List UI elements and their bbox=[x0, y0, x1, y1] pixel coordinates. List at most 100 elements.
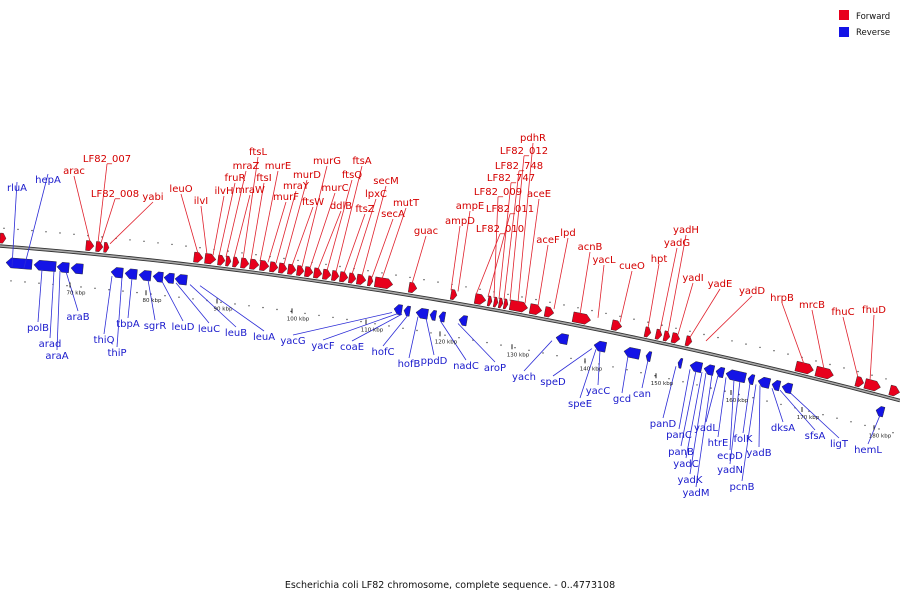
forward-gene-block bbox=[269, 261, 279, 273]
guide-dot bbox=[346, 318, 348, 321]
guide-dot bbox=[577, 307, 579, 309]
guide-dot bbox=[297, 259, 299, 262]
guide-dot bbox=[864, 424, 866, 427]
forward-gene-label: fhuC bbox=[831, 307, 854, 318]
forward-gene-label: yabi bbox=[142, 192, 163, 203]
guide-dot bbox=[192, 298, 194, 300]
guide-dot bbox=[220, 301, 222, 303]
reverse-leader-line bbox=[127, 278, 133, 319]
reverse-gene-label: hofB bbox=[398, 359, 421, 370]
forward-gene-label: ftsA bbox=[352, 156, 371, 167]
guide-dot bbox=[234, 303, 236, 305]
guide-dot bbox=[325, 263, 327, 266]
reverse-leader-line bbox=[292, 312, 393, 336]
reverse-leader-line bbox=[189, 284, 237, 328]
reverse-gene-label: ligT bbox=[830, 439, 849, 450]
guide-dot bbox=[703, 333, 705, 336]
reverse-gene-label: arad bbox=[39, 339, 62, 350]
guide-dot bbox=[780, 403, 782, 406]
reverse-leader-line bbox=[552, 348, 593, 377]
forward-leader-line bbox=[869, 314, 875, 381]
forward-gene-label: LF82_012 bbox=[500, 146, 548, 157]
reverse-leader-line bbox=[771, 388, 784, 423]
forward-gene-block bbox=[339, 271, 349, 283]
reverse-gene-block bbox=[33, 260, 57, 272]
forward-gene-label: LF82_747 bbox=[487, 173, 535, 184]
forward-gene-label: mutT bbox=[393, 198, 420, 209]
reverse-gene-block bbox=[415, 308, 429, 320]
forward-leader-line bbox=[73, 175, 91, 242]
reverse-gene-label: hepA bbox=[35, 175, 61, 186]
reverse-gene-block bbox=[124, 268, 138, 280]
guide-dot bbox=[276, 308, 278, 311]
reverse-gene-label: tbpA bbox=[116, 319, 140, 330]
forward-gene-label: aceE bbox=[527, 189, 551, 200]
reverse-gene-label: folK bbox=[734, 434, 753, 445]
forward-leader-line bbox=[317, 210, 342, 270]
forward-leader-line bbox=[361, 185, 387, 276]
forward-gene-label: mraY bbox=[283, 181, 310, 192]
reverse-gene-block bbox=[438, 311, 446, 323]
forward-gene-label: LF82_011 bbox=[486, 204, 534, 215]
guide-dot bbox=[717, 336, 719, 339]
forward-gene-label: yadD bbox=[739, 286, 765, 297]
guide-dot bbox=[171, 243, 173, 246]
reverse-gene-block bbox=[70, 263, 84, 275]
reverse-gene-block bbox=[110, 267, 124, 279]
reverse-leader-line bbox=[322, 313, 399, 341]
guide-dot bbox=[80, 286, 82, 288]
forward-gene-block bbox=[356, 273, 367, 285]
guide-dot bbox=[668, 378, 670, 380]
guide-dot bbox=[437, 281, 439, 283]
guide-dot bbox=[640, 372, 642, 374]
reverse-leader-line bbox=[662, 366, 677, 419]
reverse-leader-line bbox=[49, 270, 55, 339]
forward-gene-label: yacL bbox=[592, 255, 616, 266]
forward-leader-line bbox=[233, 194, 251, 258]
guide-dot bbox=[528, 349, 530, 351]
scale-tick-label: 80 kbp bbox=[143, 298, 162, 304]
guide-dot bbox=[283, 257, 285, 260]
forward-leader-line bbox=[503, 170, 520, 300]
guide-dot bbox=[66, 285, 68, 287]
forward-leader-line bbox=[225, 170, 247, 257]
guide-dot bbox=[507, 293, 509, 296]
reverse-gene-label: panD bbox=[650, 419, 677, 430]
reverse-leader-line bbox=[103, 275, 113, 335]
guide-dot bbox=[752, 397, 754, 399]
forward-gene-block bbox=[240, 257, 250, 269]
forward-leader-line bbox=[100, 198, 116, 244]
guide-dot bbox=[633, 318, 635, 320]
reverse-gene-label: leuC bbox=[198, 324, 220, 335]
forward-gene-label: LF82_748 bbox=[495, 161, 543, 172]
forward-gene-label: ilvI bbox=[194, 196, 208, 207]
guide-dot bbox=[689, 330, 691, 332]
reverse-gene-label: yacF bbox=[311, 341, 335, 352]
guide-dot bbox=[381, 272, 383, 274]
guide-dot bbox=[850, 421, 852, 423]
forward-gene-block bbox=[794, 360, 814, 375]
forward-gene-label: ftsL bbox=[249, 147, 267, 158]
forward-gene-label: murE bbox=[265, 161, 292, 172]
forward-gene-label: aceF bbox=[536, 235, 560, 246]
forward-gene-block bbox=[85, 240, 95, 251]
guide-dot bbox=[885, 378, 887, 380]
forward-gene-block bbox=[571, 311, 591, 325]
reverse-gene-block bbox=[875, 406, 886, 418]
guide-dot bbox=[843, 367, 845, 369]
guide-dot bbox=[290, 310, 292, 313]
reverse-leader-line bbox=[161, 281, 184, 322]
reverse-leader-line bbox=[147, 279, 156, 321]
reverse-leader-line bbox=[175, 282, 210, 324]
reverse-gene-block bbox=[393, 304, 403, 316]
guide-dot bbox=[416, 329, 418, 332]
scale-tick-label: 140 kbp bbox=[580, 366, 603, 372]
forward-gene-block bbox=[610, 319, 623, 331]
reverse-leader-line bbox=[621, 355, 629, 394]
forward-gene-label: mraW bbox=[235, 185, 265, 196]
guide-dot bbox=[255, 254, 257, 256]
forward-gene-block bbox=[508, 299, 528, 313]
reverse-gene-label: rluA bbox=[7, 183, 27, 194]
forward-gene-block bbox=[814, 365, 834, 380]
